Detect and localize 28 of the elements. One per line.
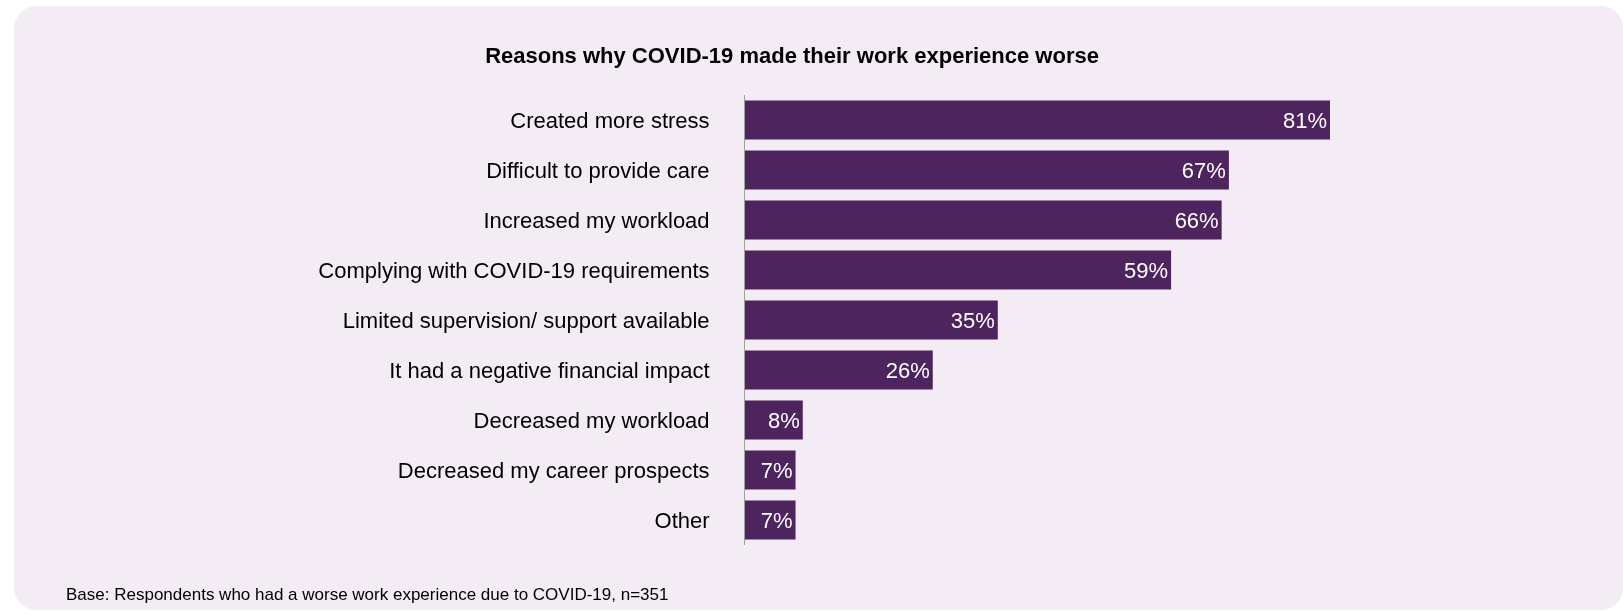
y-tick-label: Created more stress (510, 107, 710, 133)
data-label: 81% (1282, 107, 1327, 133)
data-label: 8% (767, 407, 800, 433)
bar (745, 350, 933, 390)
y-tick-label: Decreased my career prospects (397, 457, 710, 483)
bar (745, 250, 1172, 290)
data-label: 67% (1181, 157, 1226, 183)
data-label: 66% (1174, 207, 1219, 233)
data-label: 26% (885, 357, 930, 383)
y-tick-label: Difficult to provide care (486, 157, 710, 183)
bar (745, 450, 796, 490)
bar (745, 100, 1330, 140)
text: Base: Respondents who had a worse work experience due to COVID-19, n=351 (66, 585, 669, 604)
y-tick-label: It had a negative financial impact (389, 357, 710, 383)
data-label: 7% (760, 457, 793, 483)
y-tick-label: Other (654, 507, 710, 533)
data-label: 59% (1124, 257, 1169, 283)
y-tick-label: Complying with COVID-19 requirements (318, 257, 710, 283)
y-tick-label: Decreased my workload (473, 407, 710, 433)
bar (745, 200, 1222, 240)
chart-title: Reasons why COVID-19 made their work experience worse (485, 43, 1099, 69)
y-tick-label: Increased my workload (483, 207, 710, 233)
data-label: 35% (950, 307, 995, 333)
data-label: 7% (760, 507, 793, 533)
bar (745, 500, 796, 540)
bar (745, 150, 1229, 190)
y-tick-label: Limited supervision/ support available (342, 307, 710, 333)
bar (745, 300, 998, 340)
